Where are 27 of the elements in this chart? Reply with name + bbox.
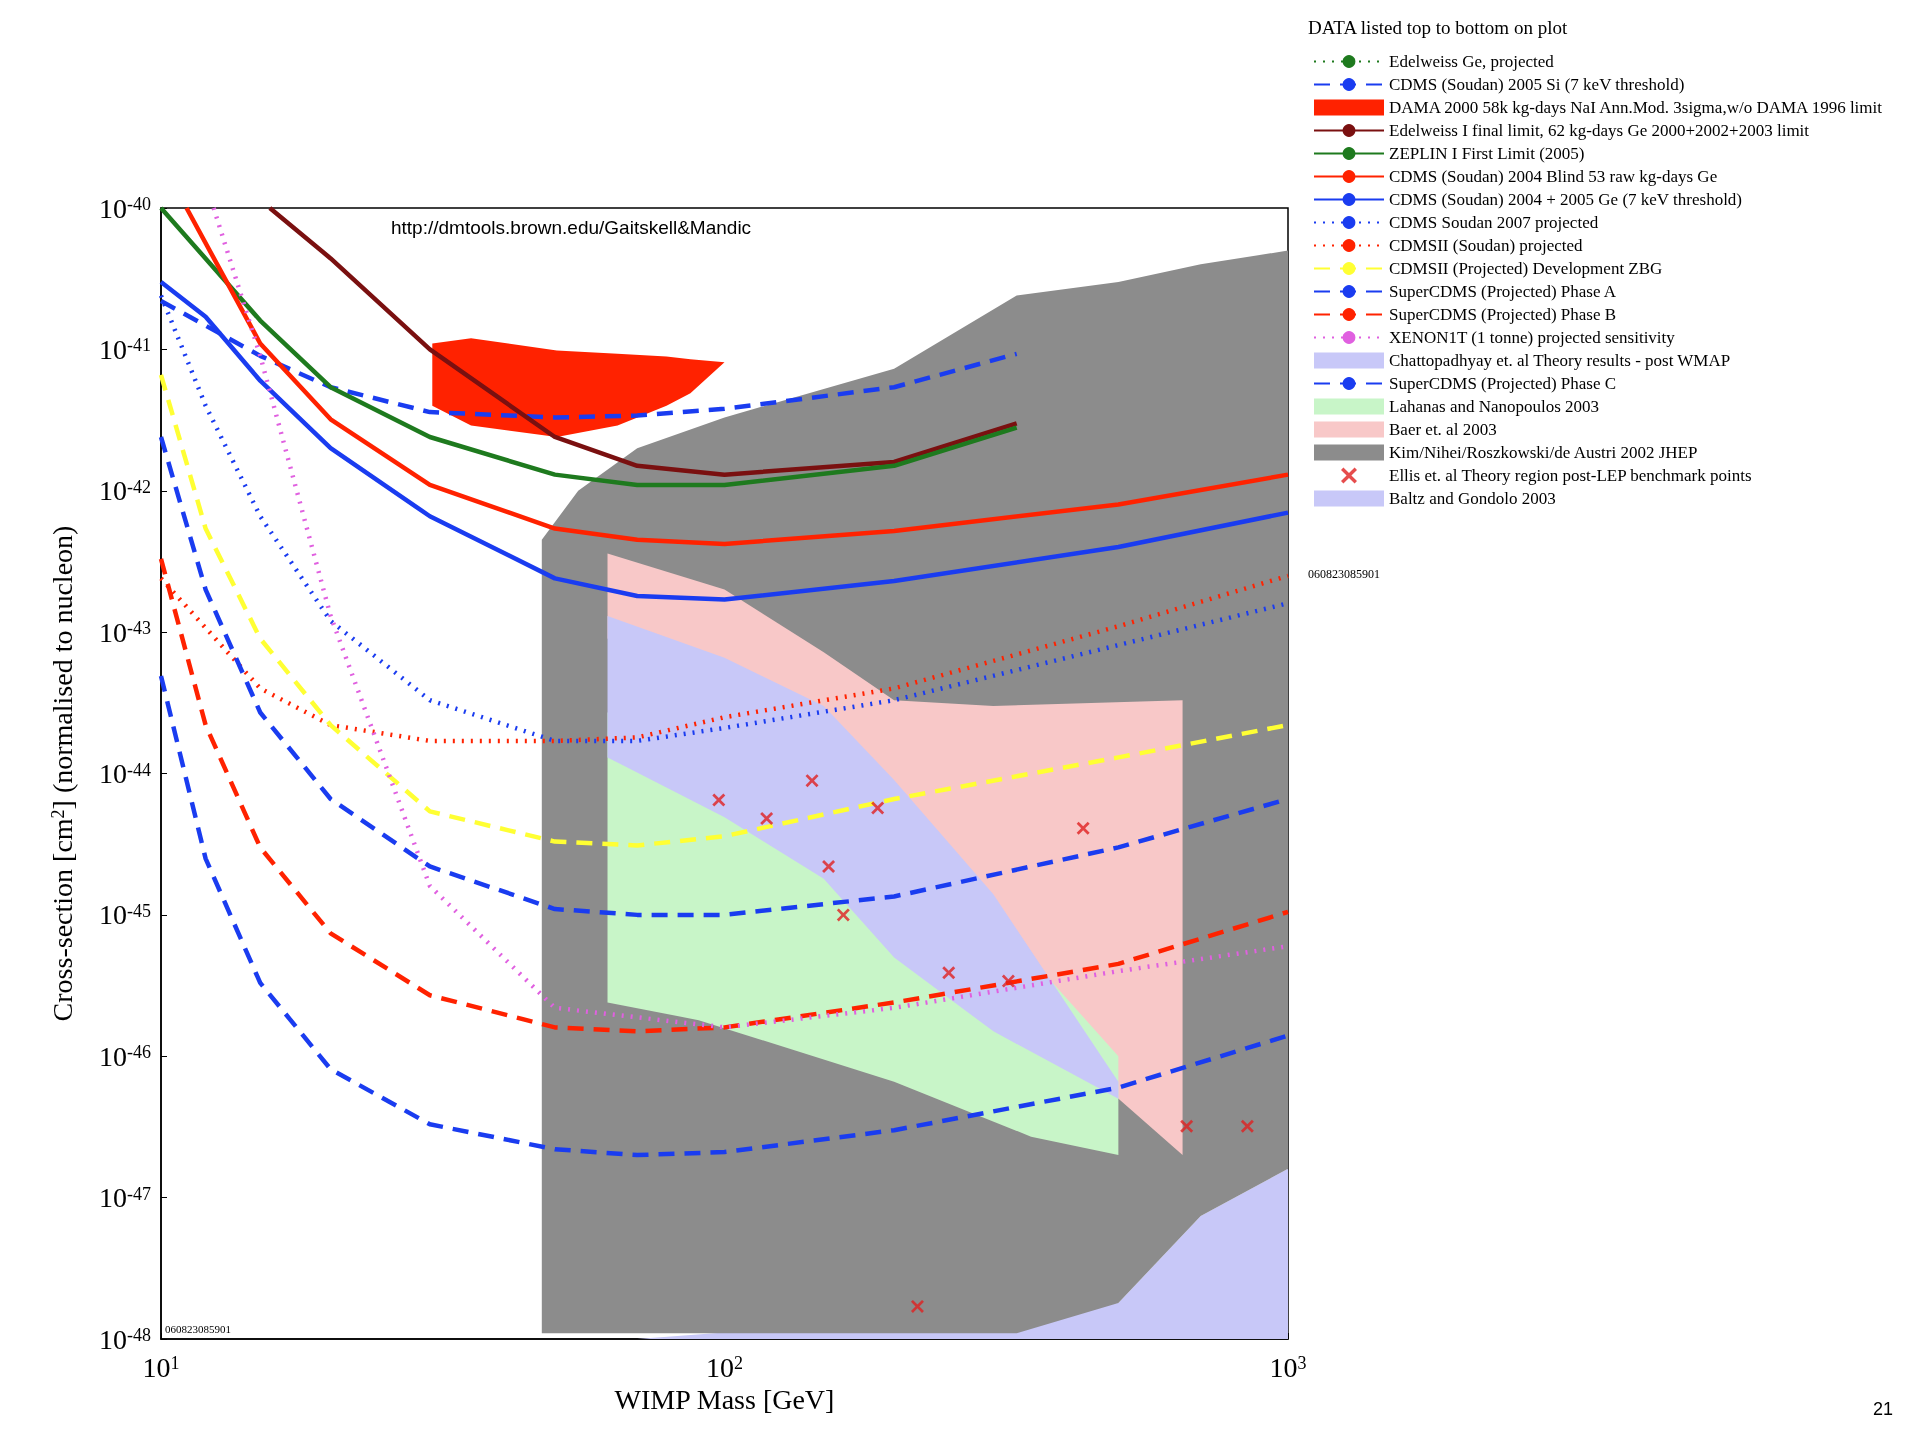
legend-label: XENON1T (1 tonne) projected sensitivity	[1389, 328, 1676, 347]
text: 21	[1872, 1399, 1894, 1419]
legend-label: Lahanas and Nanopoulos 2003	[1389, 397, 1600, 416]
legend-label: SuperCDMS (Projected) Phase C	[1389, 374, 1617, 393]
legend-title: DATA listed top to bottom on plot	[1308, 17, 1568, 38]
legend-label: Ellis et. al Theory region post-LEP benchmark points	[1389, 466, 1752, 485]
legend-label: Kim/Nihei/Roszkowski/de Austri 2002 JHEP	[1389, 443, 1698, 462]
legend-label: CDMS (Soudan) 2004 + 2005 Ge (7 keV threshold)	[1389, 190, 1743, 209]
legend-label: Baltz and Gondolo 2003	[1389, 489, 1556, 508]
legend-label: CDMS Soudan 2007 projected	[1389, 213, 1599, 232]
legend-label: CDMSII (Projected) Development ZBG	[1389, 259, 1663, 278]
x-axis-title: WIMP Mass [GeV]	[614, 1384, 835, 1416]
annotation: http://dmtools.brown.edu/Gaitskell&Mandic	[391, 217, 752, 238]
legend-label: Chattopadhyay et. al Theory results - post WMAP	[1389, 351, 1731, 370]
legend-label: Edelweiss I final limit, 62 kg-days Ge 2000+2002+2003 limit	[1389, 121, 1810, 140]
y-axis-title: Cross-section [cm2] (normalised to nucleon)	[46, 525, 78, 1022]
legend-label: Baer et. al 2003	[1389, 420, 1497, 439]
legend-label: DAMA 2000 58k kg-days NaI Ann.Mod. 3sigma,w/o DAMA 1996 limit	[1389, 98, 1883, 117]
legend-label: Edelweiss Ge, projected	[1389, 52, 1555, 71]
annotation: 060823085901	[165, 1322, 231, 1335]
legend-label: CDMS (Soudan) 2005 Si (7 keV threshold)	[1389, 75, 1685, 94]
legend-label: SuperCDMS (Projected) Phase B	[1389, 305, 1617, 324]
legend-label: CDMSII (Soudan) projected	[1389, 236, 1584, 255]
legend-label: SuperCDMS (Projected) Phase A	[1389, 282, 1617, 301]
legend-label: ZEPLIN I First Limit (2005)	[1389, 144, 1585, 163]
text: 060823085901	[1308, 567, 1380, 581]
legend-label: CDMS (Soudan) 2004 Blind 53 raw kg-days Ge	[1389, 167, 1718, 186]
